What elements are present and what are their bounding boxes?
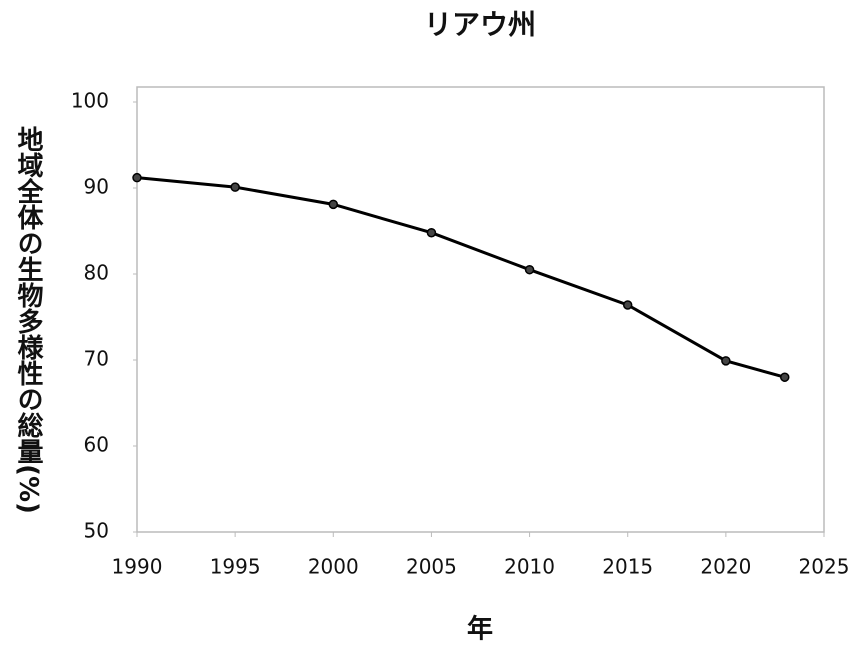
point [426,227,437,238]
x-tick-label: 1995 [210,555,261,579]
point [622,300,633,310]
point [779,372,790,382]
y-axis-label: 地域全体の生物多様性の総量(%) [13,126,44,514]
y-tick-label: 50 [84,519,109,543]
x-tick-label: 2025 [799,555,850,579]
x-tick-label: 2015 [602,555,653,579]
x-tick-label: 2000 [308,555,359,579]
point [230,182,240,192]
plot-frame [136,86,825,533]
x-tick-label: 2020 [700,555,751,579]
point [132,172,142,183]
x-tick-label: 2010 [504,555,555,579]
y-tick-label: 90 [84,175,109,199]
y-tick-label: 100 [71,89,109,113]
x-tick-label: 1990 [112,555,163,579]
y-tick-label: 80 [84,261,109,285]
chart-title: リアウ州 [424,8,536,41]
point [721,356,731,366]
line [136,176,786,379]
x-axis-label: 年 [467,614,493,645]
y-tick-label: 60 [84,433,109,457]
point [328,199,339,210]
y-tick-label: 70 [84,347,109,371]
point [524,264,535,275]
x-tick-label: 2005 [406,555,457,579]
